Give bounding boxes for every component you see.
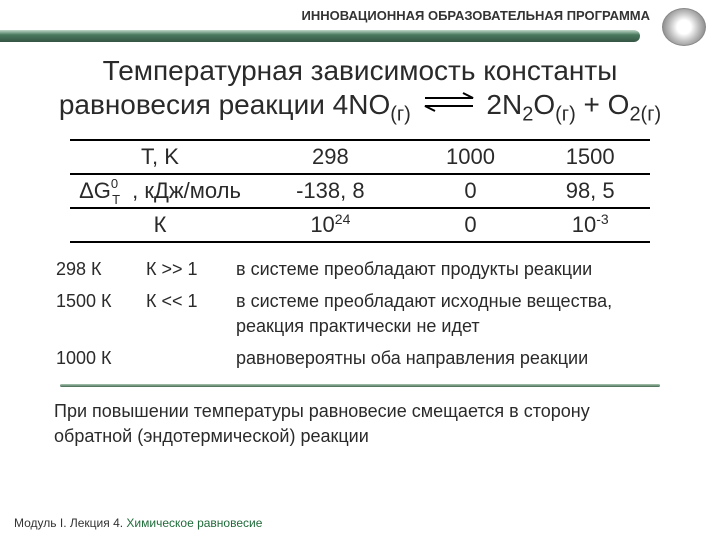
cell: 98, 5 [530,174,650,208]
note-text: в системе преобладают продукты реакции [236,257,672,281]
sup: 24 [335,211,351,227]
col-header-2: 1000 [411,140,531,174]
v: 10 [310,212,334,237]
table-header-row: T, K 298 1000 1500 [70,140,650,174]
slide-title: Температурная зависимость константы равн… [0,54,720,127]
table-row: ΔG0T , кДж/моль -138, 8 0 98, 5 [70,174,650,208]
cell: 0 [411,208,531,242]
cell: 10-3 [530,208,650,242]
header-banner: ИННОВАЦИОННАЯ ОБРАЗОВАТЕЛЬНАЯ ПРОГРАММА [0,0,720,44]
divider [60,384,660,387]
note-temp: 298 К [56,257,146,281]
sub-2g: 2(г) [629,104,661,126]
note-row: 298 К К >> 1 в системе преобладают проду… [56,257,672,281]
title-line2c: O [533,89,555,120]
title-line1: Температурная зависимость константы [103,55,618,86]
title-line2d: + O [576,89,630,120]
logo-icon [662,8,706,46]
col-header-1: 298 [250,140,411,174]
col-header-0: T, K [70,140,250,174]
data-table: T, K 298 1000 1500 ΔG0T , кДж/моль -138,… [70,139,650,243]
dg-text: ΔG [79,178,111,203]
conclusion-text: При повышении температуры равновесие сме… [54,399,666,448]
dg-sup: 0 [111,176,118,191]
sub-2a: 2 [522,104,533,126]
v: 10 [572,212,596,237]
dg-unit: , кДж/моль [126,178,241,203]
sub-g1: (г) [390,104,411,126]
footer-topic: Химическое равновесие [126,516,262,530]
header-stripe [0,30,640,42]
note-cond: К << 1 [146,289,236,338]
row1-label: ΔG0T , кДж/моль [70,174,250,208]
title-line2b: 2N [486,89,522,120]
row2-label: К [70,208,250,242]
note-cond: К >> 1 [146,257,236,281]
note-row: 1500 К К << 1 в системе преобладают исхо… [56,289,672,338]
title-line2a: равновесия реакции 4NO [59,89,390,120]
cell: -138, 8 [250,174,411,208]
cell: 0 [411,174,531,208]
note-text: в системе преобладают исходные вещества,… [236,289,672,338]
note-temp: 1500 К [56,289,146,338]
note-cond [146,346,236,370]
equilibrium-arrows-icon [419,88,479,122]
dg-sub: T [112,192,120,207]
footer-module: Модуль I. Лекция 4. [14,516,126,530]
banner-text: ИННОВАЦИОННАЯ ОБРАЗОВАТЕЛЬНАЯ ПРОГРАММА [302,8,650,23]
note-text: равновероятны оба направления реакции [236,346,672,370]
sup: -3 [596,211,608,227]
note-row: 1000 К равновероятны оба направления реа… [56,346,672,370]
notes-block: 298 К К >> 1 в системе преобладают проду… [56,257,672,370]
col-header-3: 1500 [530,140,650,174]
table-row: К 1024 0 10-3 [70,208,650,242]
footer: Модуль I. Лекция 4. Химическое равновеси… [14,516,262,530]
cell: 1024 [250,208,411,242]
note-temp: 1000 К [56,346,146,370]
sub-g2: (г) [555,104,576,126]
